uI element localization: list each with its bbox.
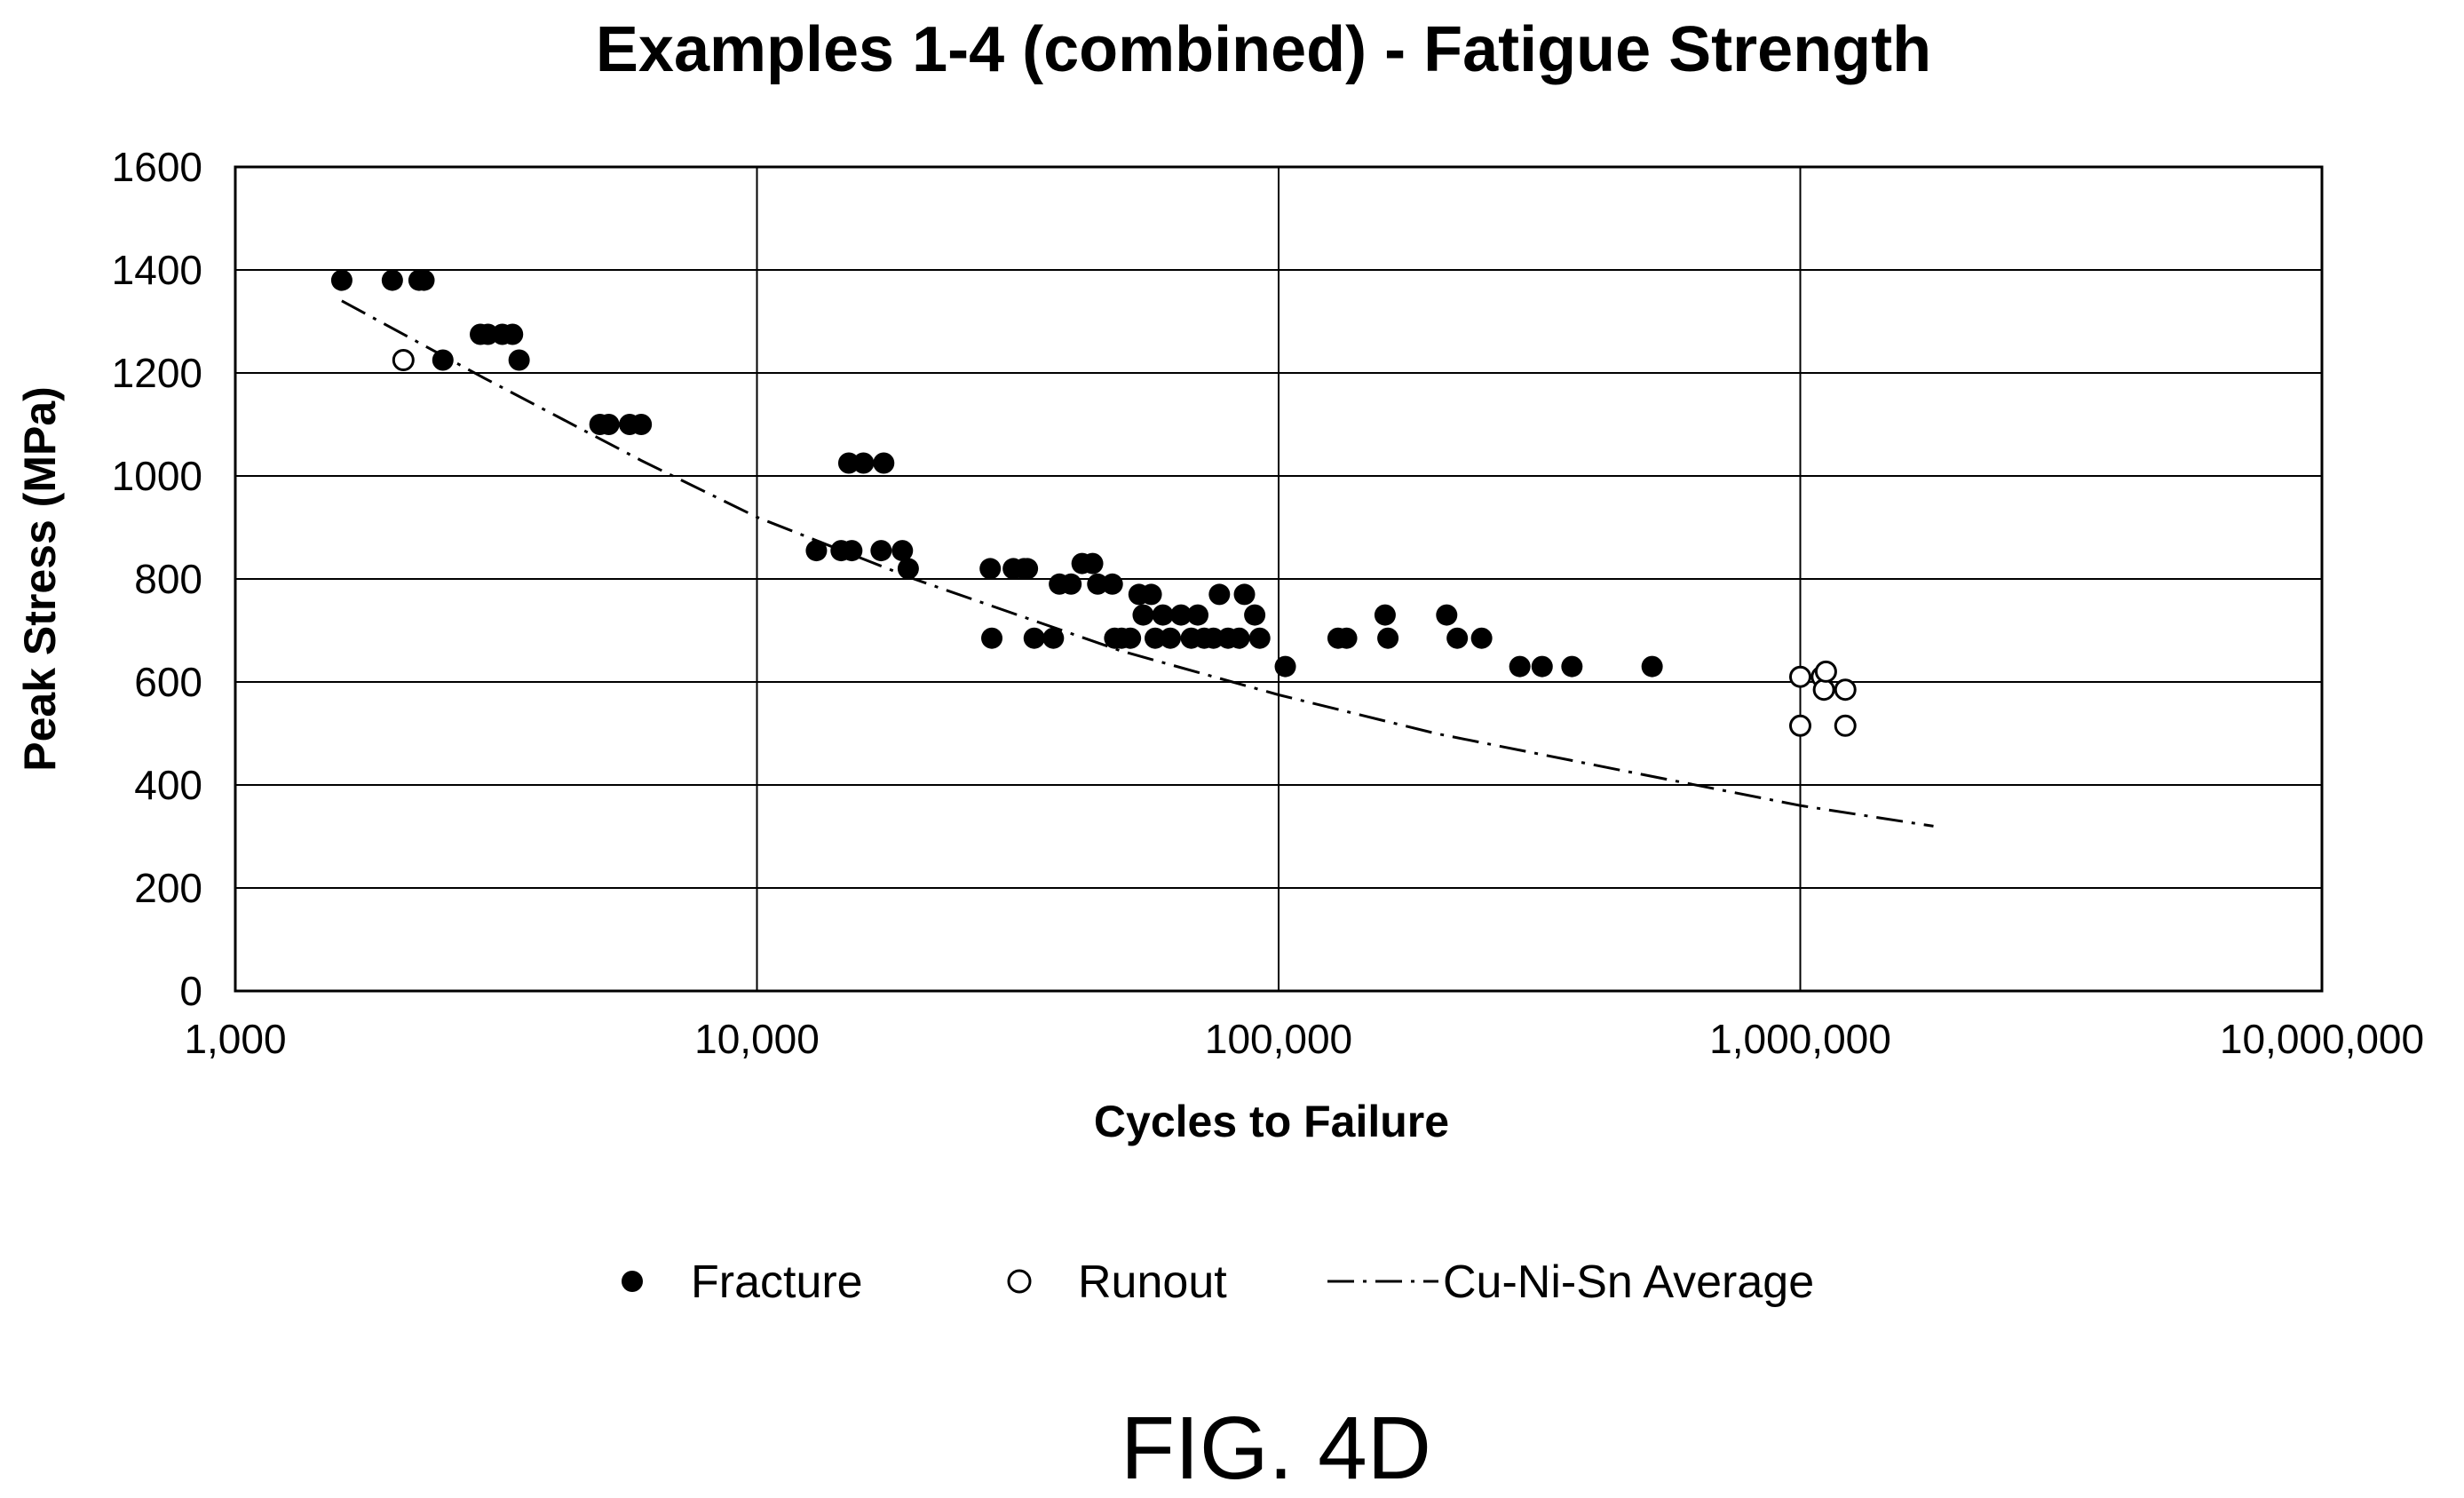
fracture-point [1087,573,1109,595]
fracture-point [1101,573,1123,595]
fracture-point [841,540,863,562]
fracture-point [1202,627,1224,649]
runout-points [392,349,1857,737]
y-tick-label: 800 [134,556,202,602]
fracture-point [1531,655,1553,678]
y-axis-title: Peak Stress (MPa) [15,386,65,772]
fracture-point [1274,655,1296,678]
runout-point [1814,660,1837,683]
fracture-point [1335,627,1358,649]
runout-point [392,349,415,371]
fracture-point [1374,604,1396,626]
y-tick-labels: 0 200 400 600 800 1000 1200 1400 1600 [112,144,202,1014]
fracture-point [837,452,860,474]
fracture-point [1120,627,1142,649]
fracture-point [1160,627,1182,649]
fracture-point [805,540,828,562]
fracture-point [1145,627,1167,649]
fracture-point [979,558,1002,580]
legend-runout-label: Runout [1078,1256,1227,1308]
fracture-point [852,452,875,474]
fracture-point [1446,627,1469,649]
fracture-point [981,627,1003,649]
fracture-point [413,269,435,291]
y-tick-label: 200 [134,865,202,911]
x-tick-label: 100,000 [1205,1016,1352,1062]
fracture-point [1208,583,1231,606]
fracture-point [891,540,914,562]
fracture-point [1436,604,1458,626]
runout-point [1834,714,1857,737]
runout-point [1812,678,1835,701]
y-tick-label: 1400 [112,247,202,293]
fracture-point [1186,604,1208,626]
x-tick-labels: 1,000 10,000 100,000 1,000,000 10,000,000 [184,1016,2424,1062]
runout-point [1834,678,1857,701]
fracture-point [630,414,653,435]
fracture-point [502,323,524,345]
y-tick-label: 600 [134,659,202,705]
runout-point [1789,714,1811,737]
x-tick-label: 10,000,000 [2220,1016,2424,1062]
fracture-point [1081,552,1104,575]
x-tick-label: 10,000 [694,1016,820,1062]
fracture-point [508,349,530,371]
fracture-point [873,452,895,474]
y-tick-label: 1200 [112,350,202,396]
legend-fracture-label: Fracture [691,1256,863,1308]
chart-title: Examples 1-4 (combined) - Fatigue Streng… [596,14,1931,85]
fracture-point [1140,583,1162,606]
fracture-point [1470,627,1493,649]
x-tick-label: 1,000,000 [1709,1016,1891,1062]
y-tick-label: 1000 [112,453,202,499]
plot-area-border [234,165,2324,993]
fracture-point [1042,627,1065,649]
fracture-point [1248,627,1271,649]
fracture-point [1152,604,1174,626]
y-tick-label: 1600 [112,144,202,190]
x-axis-title: Cycles to Failure [1094,1097,1449,1146]
fracture-point [1060,573,1082,595]
fracture-point [381,269,403,291]
y-tick-label: 400 [134,762,202,808]
fracture-point [1509,655,1531,678]
fracture-point [1561,655,1583,678]
fracture-point [1228,627,1250,649]
average-curve [341,299,1934,828]
fracture-point [1132,604,1154,626]
fracture-point [1233,583,1256,606]
legend-average-label: Cu-Ni-Sn Average [1443,1256,1814,1308]
fracture-points [330,269,1663,678]
y-tick-label: 0 [179,968,202,1014]
legend: Fracture Runout Cu-Ni-Sn Average [622,1256,1814,1308]
grid-lines [234,166,2323,992]
runout-point [1789,665,1811,688]
fracture-point [432,349,454,371]
fracture-point [1017,558,1039,580]
legend-fracture-marker [622,1271,643,1292]
fracture-point [1170,604,1192,626]
fracture-point [1023,627,1045,649]
fracture-point [1641,655,1663,678]
fracture-point [330,269,353,291]
fracture-point [1244,604,1266,626]
legend-runout-marker [1007,1269,1032,1294]
fracture-point [1377,627,1399,649]
figure-label: FIG. 4D [1121,1399,1431,1498]
x-tick-label: 1,000 [184,1016,286,1062]
fracture-point [897,558,919,580]
fracture-point [598,414,620,435]
fracture-point [870,540,892,562]
